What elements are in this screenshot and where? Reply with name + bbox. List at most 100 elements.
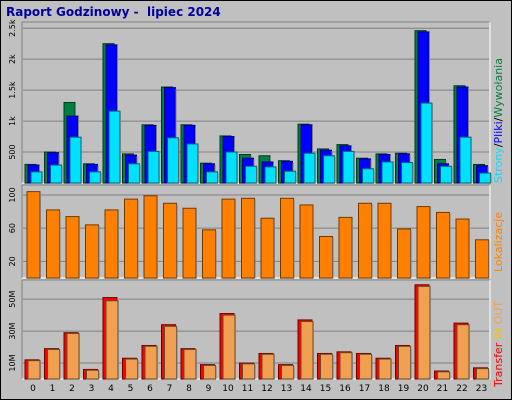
x-tick-label: 4 xyxy=(108,384,114,394)
y-tick-label: 1k xyxy=(8,116,17,126)
x-tick-label: 6 xyxy=(147,384,153,394)
bar-lokalizacje xyxy=(319,235,333,279)
bar-out xyxy=(222,314,236,380)
y-tick-label: 10M xyxy=(8,354,17,371)
x-tick-label: 13 xyxy=(281,384,292,394)
x-tick-label: 17 xyxy=(359,384,370,394)
bar-strony xyxy=(108,110,121,184)
bar-out xyxy=(398,345,411,380)
y-tick-label: 20 xyxy=(8,256,17,266)
legend-item: Transfer xyxy=(492,342,505,388)
bar-lokalizacje xyxy=(436,211,450,279)
bar-lokalizacje xyxy=(260,217,275,279)
legend-item: Strony xyxy=(492,147,505,183)
bar-lokalizacje xyxy=(377,202,392,279)
x-tick-label: 18 xyxy=(378,384,390,394)
bar-out xyxy=(437,371,450,380)
bar-out xyxy=(183,348,197,380)
legend-transfer: Transfer IN OUT xyxy=(492,301,505,388)
bar-out xyxy=(105,300,119,380)
bar-strony xyxy=(381,161,394,184)
bar-strony xyxy=(147,150,160,184)
x-tick-label: 0 xyxy=(30,384,36,394)
x-tick-label: 11 xyxy=(242,384,253,394)
y-tick-label: 60 xyxy=(8,223,17,233)
bar-lokalizacje xyxy=(85,224,99,279)
y-tick-label: 1.5k xyxy=(8,81,17,99)
bar-lokalizacje xyxy=(202,229,216,279)
bar-out xyxy=(66,332,80,380)
legend-item: IN xyxy=(492,328,505,343)
bar-lokalizacje xyxy=(143,195,158,279)
y-tick-label: 100 xyxy=(8,187,17,202)
x-tick-label: 21 xyxy=(437,384,448,394)
legend-item: OUT xyxy=(492,301,505,328)
bar-lokalizacje xyxy=(163,202,177,279)
bar-strony xyxy=(206,171,218,184)
bar-strony xyxy=(440,165,452,184)
bar-strony xyxy=(284,170,296,184)
y-tick-label: 50M xyxy=(8,291,17,308)
bar-out xyxy=(476,368,489,380)
x-tick-label: 15 xyxy=(320,384,331,394)
x-tick-label: 2 xyxy=(69,384,75,394)
bar-out xyxy=(417,285,431,380)
legend-locations: Lokalizacje xyxy=(492,212,505,272)
legend-requests: Strony/Pliki/Wywołania xyxy=(492,58,505,183)
bar-strony xyxy=(225,151,238,184)
bar-lokalizacje xyxy=(455,218,470,279)
bar-lokalizacje xyxy=(104,209,119,279)
bar-strony xyxy=(128,163,140,184)
x-tick-label: 14 xyxy=(300,384,312,394)
bar-strony xyxy=(459,136,472,184)
bar-lokalizacje xyxy=(416,206,431,279)
bar-strony xyxy=(479,172,491,184)
x-tick-label: 16 xyxy=(339,384,351,394)
report-title: Raport Godzinowy - lipiec 2024 xyxy=(6,5,221,19)
bar-lokalizacje xyxy=(65,216,80,279)
bar-out xyxy=(47,348,60,380)
legend-item: Pliki xyxy=(492,121,505,143)
bar-out xyxy=(203,364,216,380)
bar-out xyxy=(27,360,41,380)
bar-out xyxy=(281,364,294,380)
x-tick-label: 12 xyxy=(261,384,272,394)
bar-lokalizacje xyxy=(182,207,197,279)
x-tick-label: 7 xyxy=(167,384,173,394)
bar-out xyxy=(320,353,333,380)
bar-out xyxy=(242,363,255,380)
bar-lokalizacje xyxy=(241,197,255,279)
x-tick-label: 10 xyxy=(222,384,234,394)
bar-out xyxy=(261,353,275,380)
bar-strony xyxy=(401,162,413,184)
bar-strony xyxy=(420,102,433,184)
x-tick-label: 3 xyxy=(89,384,95,394)
bar-strony xyxy=(323,155,335,184)
panel-bottom-background xyxy=(22,280,490,379)
bar-lokalizacje xyxy=(397,228,411,279)
bar-out xyxy=(339,352,353,380)
bar-strony xyxy=(303,152,316,184)
bar-out xyxy=(456,324,470,380)
bar-strony xyxy=(89,171,101,184)
panel-middle-background xyxy=(22,185,490,278)
x-tick-label: 8 xyxy=(186,384,192,394)
bar-strony xyxy=(50,164,62,184)
x-tick-label: 19 xyxy=(398,384,410,394)
bar-out xyxy=(164,325,177,380)
x-tick-label: 5 xyxy=(128,384,134,394)
x-tick-label: 1 xyxy=(50,384,56,394)
x-tick-label: 9 xyxy=(206,384,212,394)
bar-lokalizacje xyxy=(221,198,236,279)
bar-strony xyxy=(167,137,179,184)
legend-separator: / xyxy=(492,143,505,147)
legend-item: Wywołania xyxy=(492,58,505,118)
x-tick-label: 23 xyxy=(476,384,487,394)
y-tick-label: 2.5k xyxy=(8,19,17,37)
bar-lokalizacje xyxy=(299,204,314,279)
y-tick-label: 30M xyxy=(8,322,17,339)
bar-lokalizacje xyxy=(475,239,489,279)
y-tick-label: 500 xyxy=(8,144,17,159)
bar-strony xyxy=(30,171,43,184)
